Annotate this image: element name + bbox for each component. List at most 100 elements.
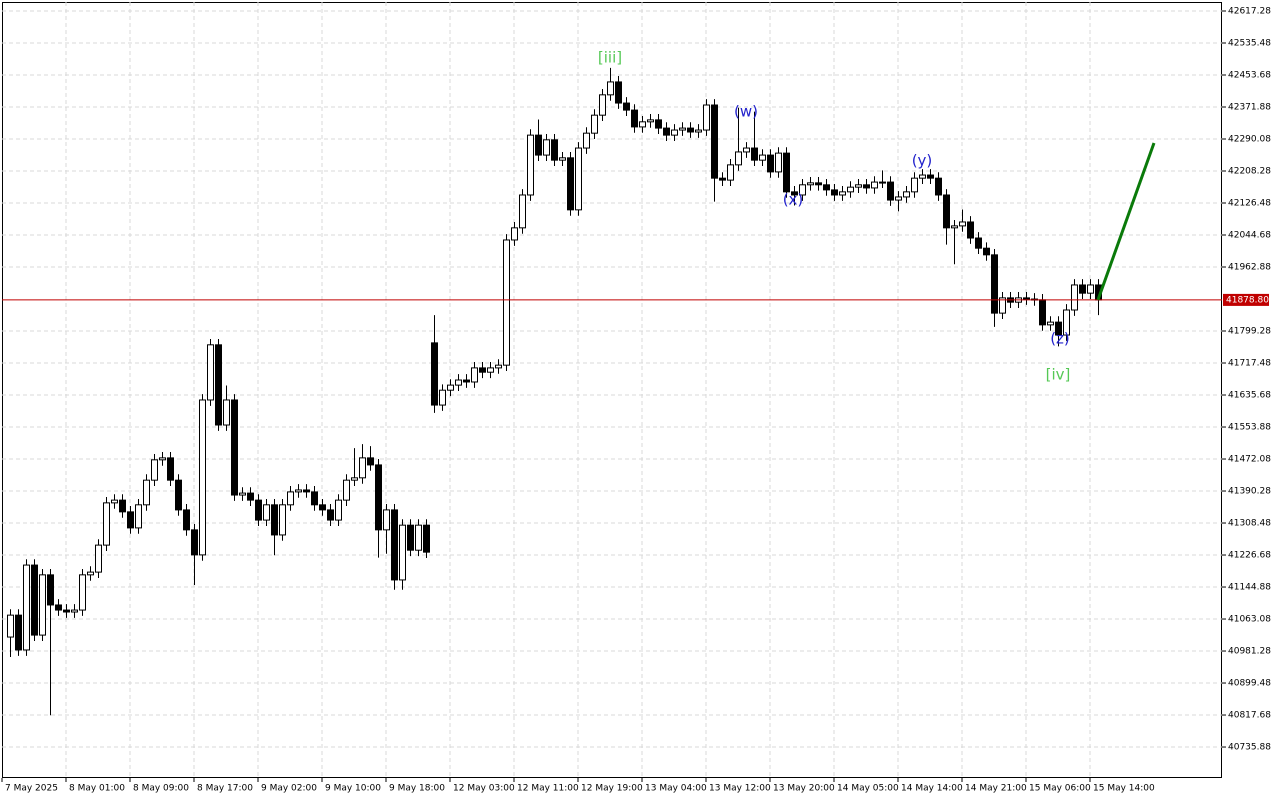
candle-body [767,154,774,173]
projection-line [1096,142,1156,301]
y-tick-label: 42535.48 [1228,39,1271,49]
candle-body [815,182,822,186]
candle-body [335,499,342,521]
y-tick-label: 40981.28 [1228,647,1271,657]
candle-body [1055,321,1062,336]
candle-body [535,134,542,156]
candle-body [439,389,446,406]
x-tick-label: 13 May 12:00 [709,784,771,794]
y-tick-label: 42290.08 [1228,135,1271,145]
x-tick-label: 12 May 03:00 [453,784,515,794]
candle-body [287,491,294,506]
candle-body [791,191,798,196]
candle-body [783,152,790,193]
x-tick-label: 14 May 21:00 [965,784,1027,794]
candle-body [383,509,390,531]
y-tick-label: 41308.48 [1228,519,1271,529]
y-tick-label: 42126.48 [1228,199,1271,209]
candle-body [599,94,606,116]
x-tick-label: 9 May 10:00 [325,784,381,794]
y-tick-label: 42617.28 [1228,7,1271,17]
candle-body [271,504,278,536]
candle-body [207,344,214,401]
candle-body [823,184,830,191]
candle-body [751,147,758,161]
candle-body [183,509,190,531]
candle-body [799,184,806,196]
candle-body [583,132,590,149]
candle-body [903,191,910,198]
candle-body [607,81,614,96]
candle-body [567,157,574,211]
candle-body [703,104,710,131]
candle-body [135,504,142,529]
y-tick-label: 41144.88 [1228,583,1271,593]
wave-label: (w) [734,103,758,121]
candle-body [895,196,902,201]
x-tick-label: 9 May 18:00 [389,784,445,794]
candle-body [743,147,750,153]
candle-body [847,186,854,193]
wave-label: [iv] [1046,366,1071,384]
y-tick-label: 40817.68 [1228,711,1271,721]
candle-body [591,114,598,134]
candle-body [455,379,462,386]
candle-body [727,164,734,181]
y-tick-label: 42044.68 [1228,231,1271,241]
candle-body [551,139,558,161]
candle-body [143,479,150,506]
y-tick-label: 41226.68 [1228,551,1271,561]
y-tick-label: 40899.48 [1228,679,1271,689]
candle-body [951,225,958,229]
x-tick-label: 8 May 09:00 [133,784,189,794]
y-tick-label: 41472.08 [1228,455,1271,465]
candle-body [119,499,126,513]
candle-body [407,524,414,551]
candle-body [31,564,38,636]
candle-body [855,184,862,188]
candle-body [1039,299,1046,326]
current-price-box [1223,293,1269,306]
x-tick-label: 7 May 2025 [5,784,58,794]
candle-body [839,191,846,196]
candle-body [927,174,934,179]
y-tick-label: 41717.48 [1228,359,1271,369]
candle-body [255,499,262,521]
y-tick-label: 42453.68 [1228,71,1271,81]
x-tick-label: 14 May 14:00 [901,784,963,794]
candle-body [943,194,950,229]
x-tick-label: 12 May 11:00 [517,784,579,794]
candle-body [191,529,198,556]
candle-body [263,504,270,521]
candle-body [559,157,566,161]
current-price-label: 41878.80 [1226,295,1269,305]
candle-body [415,524,422,551]
candle-body [463,379,470,383]
candle-body [503,239,510,366]
candle-body [447,384,454,391]
candle-body [1087,284,1094,294]
candle-body [999,297,1006,314]
candle-body [495,364,502,369]
candle-body [479,367,486,373]
candle-body [423,524,430,553]
candle-body [63,609,70,613]
candle-body [863,184,870,189]
candle-body [1063,309,1070,336]
candle-body [807,182,814,186]
candle-body [543,139,550,156]
candle-body [1023,297,1030,300]
candle-body [831,189,838,196]
candle-body [103,502,110,546]
y-tick-label: 41799.28 [1228,327,1271,337]
candle-body [671,129,678,136]
candle-body [279,504,286,536]
x-tick-label: 8 May 01:00 [69,784,125,794]
candle-body [911,177,918,193]
candle-body [351,477,358,481]
candle-body [871,181,878,189]
candle-body [399,524,406,581]
candle-body [615,81,622,104]
x-tick-label: 15 May 06:00 [1029,784,1091,794]
